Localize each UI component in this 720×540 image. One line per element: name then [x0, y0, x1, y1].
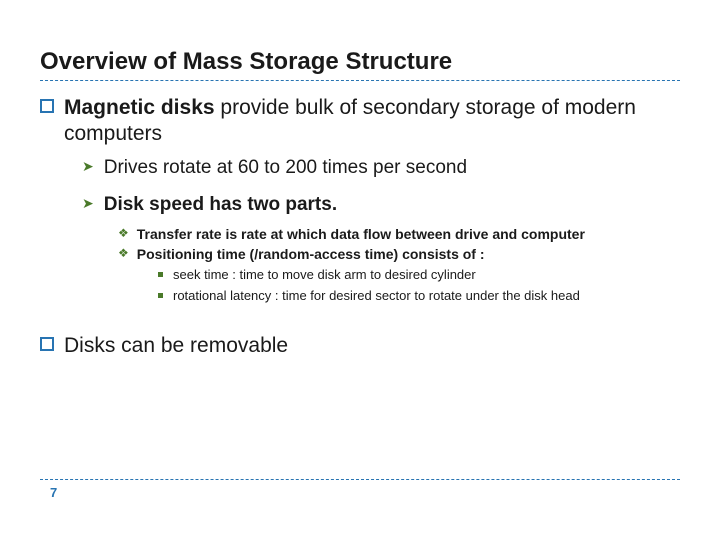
slide-title: Overview of Mass Storage Structure: [40, 48, 680, 76]
text-line: Drives rotate at 60 to 200 times per sec…: [104, 156, 467, 180]
text-line: Transfer rate is rate at which data flow…: [137, 225, 585, 243]
triangle-bullet-icon: ➤: [82, 195, 94, 213]
bullet-level4: seek time : time to move disk arm to des…: [158, 267, 680, 284]
triangle-bullet-icon: ➤: [82, 158, 94, 176]
text-bold: /random-access time: [254, 246, 393, 262]
text-bold: has two parts.: [209, 194, 337, 215]
bullet-level1: Disks can be removable: [40, 333, 680, 359]
bullet-level4: rotational latency : time for desired se…: [158, 288, 680, 305]
text-line: seek time : time to move disk arm to des…: [173, 267, 476, 284]
footer-divider: [40, 479, 680, 480]
slide: Overview of Mass Storage Structure Magne…: [0, 0, 720, 540]
text-bold: Magnetic disks: [64, 96, 220, 119]
page-number: 7: [40, 485, 57, 500]
bullet-level2: ➤ Disk speed has two parts.: [82, 193, 680, 217]
square-bullet-icon: [40, 337, 54, 351]
bullet-level1: Magnetic disks provide bulk of secondary…: [40, 95, 680, 148]
text-bold: ) consists of :: [394, 246, 485, 262]
text-line: Disk speed has two parts.: [104, 193, 337, 217]
diamond-bullet-icon: ❖: [118, 246, 129, 262]
text-line: Disks can be removable: [64, 333, 288, 359]
square-bullet-icon: [40, 99, 54, 113]
title-underline: [40, 80, 680, 81]
square-mini-bullet-icon: [158, 293, 163, 298]
bullet-level3: ❖ Transfer rate is rate at which data fl…: [118, 225, 680, 243]
text-line: Positioning time (/random-access time) c…: [137, 245, 485, 263]
square-mini-bullet-icon: [158, 272, 163, 277]
diamond-bullet-icon: ❖: [118, 226, 129, 242]
text-bold: Positioning time (: [137, 246, 254, 262]
text-bold: Disk speed: [104, 194, 210, 215]
bullet-level3: ❖ Positioning time (/random-access time)…: [118, 245, 680, 263]
text-line: rotational latency : time for desired se…: [173, 288, 580, 305]
text-bold: Transfer rate: [137, 226, 226, 242]
slide-footer: 7: [40, 479, 680, 502]
text-line: Magnetic disks provide bulk of secondary…: [64, 95, 680, 148]
bullet-level2: ➤ Drives rotate at 60 to 200 times per s…: [82, 156, 680, 180]
text-bold: is rate at which data flow between drive…: [225, 226, 584, 242]
